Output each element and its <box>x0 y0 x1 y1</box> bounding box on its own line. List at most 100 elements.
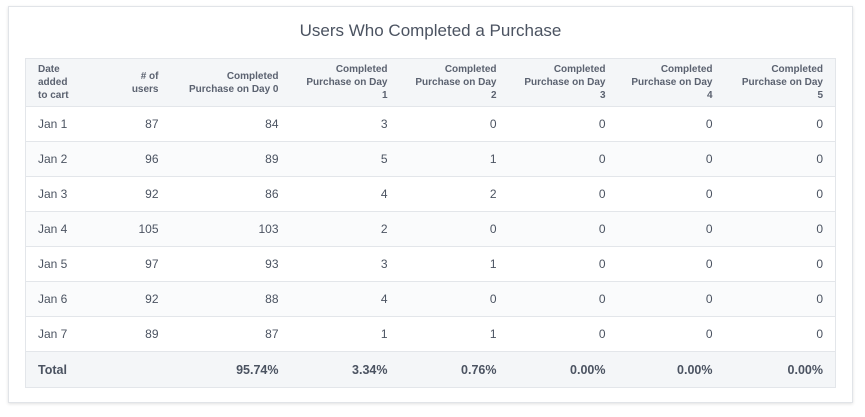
header-line: Purchase on Day 2 <box>415 77 497 101</box>
column-header: # of users <box>100 58 171 107</box>
header-line: Date added <box>38 64 68 88</box>
column-header: Completed Purchase on Day 3 <box>508 58 618 107</box>
cell: 0 <box>724 246 836 282</box>
cell: 3 <box>290 106 400 142</box>
cell: 4 <box>290 176 400 212</box>
header-line: Purchase on Day 5 <box>741 77 823 101</box>
total-label: Total <box>25 351 101 388</box>
cell: 86 <box>170 176 291 212</box>
row-label: Jan 4 <box>25 211 101 247</box>
cell: 0 <box>617 281 725 317</box>
cell: 5 <box>290 141 400 177</box>
total-cell: 3.34% <box>290 351 400 388</box>
header-line: Completed <box>335 64 388 75</box>
cell: 84 <box>170 106 291 142</box>
row-label: Jan 2 <box>25 141 101 177</box>
table-body: Jan 1 87 84 3 0 0 0 0 Jan 2 96 89 5 1 0 0 0 Jan 3 92 86 4 2 0… <box>25 106 836 388</box>
cell: 0 <box>508 141 618 177</box>
cell <box>100 351 171 388</box>
total-cell: 95.74% <box>170 351 291 388</box>
cell: 0 <box>508 281 618 317</box>
table-row: Jan 4 105 103 2 0 0 0 0 <box>25 211 836 247</box>
cell: 87 <box>170 316 291 352</box>
column-header: Date added to cart <box>25 58 101 107</box>
total-cell: 0.76% <box>399 351 509 388</box>
cell: 0 <box>508 176 618 212</box>
table-row: Jan 6 92 88 4 0 0 0 0 <box>25 281 836 317</box>
total-cell: 0.00% <box>617 351 725 388</box>
cell: 88 <box>170 281 291 317</box>
header-line: Purchase on Day 1 <box>306 77 388 101</box>
cell: 0 <box>508 211 618 247</box>
cell: 92 <box>100 176 171 212</box>
row-label: Jan 5 <box>25 246 101 282</box>
cell: 2 <box>290 211 400 247</box>
table-row: Jan 5 97 93 3 1 0 0 0 <box>25 246 836 282</box>
cell: 89 <box>100 316 171 352</box>
header-line: Completed <box>660 64 713 75</box>
header-line: # of users <box>131 70 159 95</box>
cell: 1 <box>290 316 400 352</box>
total-cell: 0.00% <box>724 351 836 388</box>
cell: 0 <box>399 281 509 317</box>
column-header: Completed Purchase on Day 1 <box>290 58 400 107</box>
cell: 2 <box>399 176 509 212</box>
cell: 0 <box>508 106 618 142</box>
total-cell: 0.00% <box>508 351 618 388</box>
header-line: Purchase on Day 3 <box>524 77 606 101</box>
header-row: Date added to cart # of users Completed Purc… <box>25 58 836 107</box>
cell: 1 <box>399 316 509 352</box>
cell: 97 <box>100 246 171 282</box>
total-row: Total 95.74% 3.34% 0.76% 0.00% 0.00% 0.00% <box>25 351 836 388</box>
row-label: Jan 3 <box>25 176 101 212</box>
cell: 0 <box>724 141 836 177</box>
cell: 87 <box>100 106 171 142</box>
column-header: Completed Purchase on Day 4 <box>617 58 725 107</box>
header-line: Purchase on Day 0 <box>189 83 279 95</box>
table: Date added to cart # of users Completed Purc… <box>25 58 836 388</box>
cell: 0 <box>399 106 509 142</box>
cell: 93 <box>170 246 291 282</box>
table-row: Jan 2 96 89 5 1 0 0 0 <box>25 141 836 177</box>
table-row: Jan 3 92 86 4 2 0 0 0 <box>25 176 836 212</box>
column-header: Completed Purchase on Day 0 <box>170 58 291 107</box>
cell: 1 <box>399 141 509 177</box>
table-row: Jan 7 89 87 1 1 0 0 0 <box>25 316 836 352</box>
header-line: Completed <box>771 64 823 75</box>
cell: 0 <box>617 246 725 282</box>
cell: 0 <box>617 106 725 142</box>
header-line: Purchase on Day 4 <box>631 77 713 101</box>
cell: 1 <box>399 246 509 282</box>
card: Users Who Completed a Purchase Date adde… <box>8 6 853 403</box>
cell: 3 <box>290 246 400 282</box>
table-title: Users Who Completed a Purchase <box>299 21 562 40</box>
cell: 0 <box>508 246 618 282</box>
column-header: Completed Purchase on Day 2 <box>399 58 509 107</box>
cell: 0 <box>724 176 836 212</box>
cell: 105 <box>100 211 171 247</box>
row-label: Jan 6 <box>25 281 101 317</box>
header-line: Completed <box>226 70 279 82</box>
header-line: to cart <box>38 90 69 101</box>
cell: 89 <box>170 141 291 177</box>
header-line: Completed <box>444 64 497 75</box>
cell: 0 <box>617 176 725 212</box>
cell: 4 <box>290 281 400 317</box>
header-line: Completed <box>553 64 606 75</box>
cell: 0 <box>724 316 836 352</box>
cell: 96 <box>100 141 171 177</box>
cell: 0 <box>724 211 836 247</box>
row-label: Jan 7 <box>25 316 101 352</box>
cell: 0 <box>617 316 725 352</box>
cell: 103 <box>170 211 291 247</box>
table-row: Jan 1 87 84 3 0 0 0 0 <box>25 106 836 142</box>
row-label: Jan 1 <box>25 106 101 142</box>
cell: 0 <box>399 211 509 247</box>
cell: 0 <box>508 316 618 352</box>
cell: 0 <box>617 141 725 177</box>
cell: 0 <box>724 281 836 317</box>
cell: 0 <box>617 211 725 247</box>
cell: 92 <box>100 281 171 317</box>
column-header: Completed Purchase on Day 5 <box>724 58 836 107</box>
